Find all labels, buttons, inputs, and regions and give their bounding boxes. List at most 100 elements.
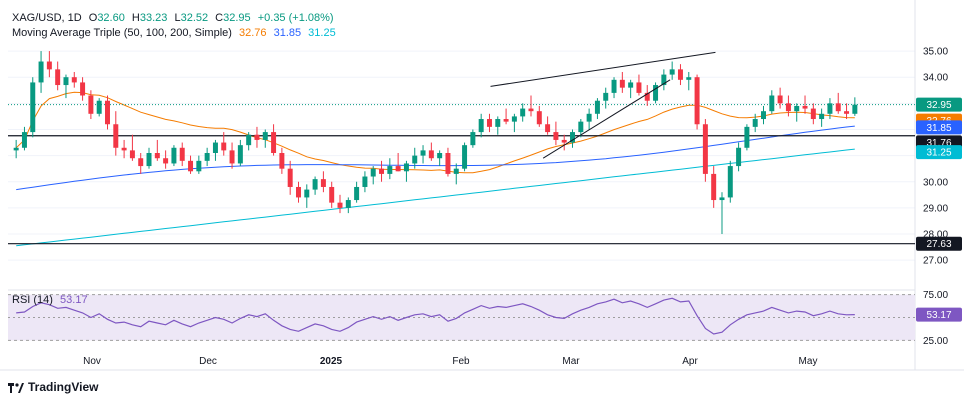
candle-body <box>196 160 202 172</box>
candle <box>827 98 833 120</box>
y-tick-label: 28.00 <box>923 230 948 241</box>
candle <box>46 51 52 78</box>
candle-body <box>105 100 110 125</box>
rsi-badge-label: 53.17 <box>926 310 951 321</box>
candle-body <box>154 153 160 159</box>
candle <box>80 77 86 101</box>
ma-legend: Moving Average Triple (50, 100, 200, Sim… <box>12 26 340 40</box>
candle-body <box>528 108 534 112</box>
candle-body <box>644 92 650 101</box>
candle-body <box>810 108 816 120</box>
candle-body <box>445 153 451 174</box>
brand-name: TradingView <box>28 380 99 394</box>
candle-body <box>138 158 144 167</box>
candle-body <box>677 69 683 80</box>
close-label: C <box>215 12 224 24</box>
candle <box>611 77 617 99</box>
candle <box>154 139 160 161</box>
candle-body <box>63 77 69 86</box>
candle <box>129 134 135 161</box>
candle-body <box>594 100 600 114</box>
candle <box>428 142 434 161</box>
candle-body <box>470 132 476 146</box>
candle-body <box>146 153 152 167</box>
candle-body <box>586 113 592 122</box>
candle-body <box>453 168 459 174</box>
ma100-line <box>16 125 855 191</box>
candle-body <box>403 163 409 172</box>
candle <box>736 142 742 172</box>
candle <box>63 74 69 99</box>
low-label: L <box>174 12 181 24</box>
candle <box>13 139 19 159</box>
candle <box>570 129 576 148</box>
candle <box>138 153 144 174</box>
rsi-tick-label: 75.00 <box>923 290 948 301</box>
candle-body <box>237 145 243 164</box>
candle <box>179 142 185 167</box>
candle <box>810 103 816 125</box>
candle-body <box>536 111 542 125</box>
candle <box>536 105 542 127</box>
candle <box>287 160 293 195</box>
candle <box>727 160 733 203</box>
candle-body <box>511 116 517 122</box>
candle-body <box>295 186 301 198</box>
price-badge: 32.95 <box>916 97 962 112</box>
candle-body <box>503 119 509 122</box>
tradingview-logo[interactable]: TradingView <box>8 380 98 394</box>
rsi-legend: RSI (14) 53.17 <box>12 293 88 307</box>
candle <box>819 108 825 127</box>
candle-body <box>354 186 360 201</box>
candle-body <box>603 92 609 101</box>
candle-body <box>420 150 426 156</box>
candle <box>445 147 451 177</box>
candle <box>212 139 218 161</box>
ma50-line <box>15 91 855 174</box>
candle <box>486 113 492 133</box>
x-tick-label: 2025 <box>320 356 343 367</box>
candle <box>636 74 642 96</box>
candle <box>669 61 675 80</box>
x-tick-label: May <box>799 356 818 367</box>
candle-body <box>794 105 800 112</box>
rsi-value: 53.17 <box>60 294 88 306</box>
candle-body <box>495 119 501 127</box>
candle <box>204 147 210 167</box>
candle-body <box>379 168 385 174</box>
candle-body <box>254 134 260 140</box>
candle-body <box>545 124 551 133</box>
candle-body <box>179 147 185 161</box>
ma100-value: 31.85 <box>273 27 302 39</box>
symbol-legend: XAG/USD, 1D O32.60 H33.23 L32.52 C32.95 … <box>12 11 334 25</box>
candle-body <box>719 197 725 201</box>
candle-body <box>761 111 766 120</box>
candle-body <box>462 145 468 169</box>
candle-body <box>520 108 526 117</box>
candle <box>121 139 127 159</box>
candle <box>437 150 443 167</box>
candle-body <box>204 153 210 161</box>
candle <box>752 113 758 133</box>
candle <box>196 155 202 174</box>
candle-body <box>171 147 177 164</box>
y-tick-label: 35.00 <box>923 47 948 58</box>
candle-body <box>212 142 218 153</box>
candle-body <box>387 166 393 174</box>
candle <box>719 192 725 235</box>
candle <box>495 116 501 135</box>
rsi-pane <box>8 294 915 341</box>
candle-body <box>121 147 127 151</box>
grid <box>0 0 964 371</box>
candle-body <box>752 119 758 127</box>
candle <box>761 105 766 125</box>
candle-body <box>96 100 102 114</box>
rsi-label: RSI (14) <box>12 294 53 306</box>
price-badge-bg <box>916 145 962 160</box>
close-value: 32.95 <box>223 12 251 24</box>
candlestick-series <box>13 51 858 235</box>
candle-body <box>55 69 61 86</box>
ma50-value: 32.76 <box>238 27 267 39</box>
moving-average-lines <box>15 91 855 247</box>
